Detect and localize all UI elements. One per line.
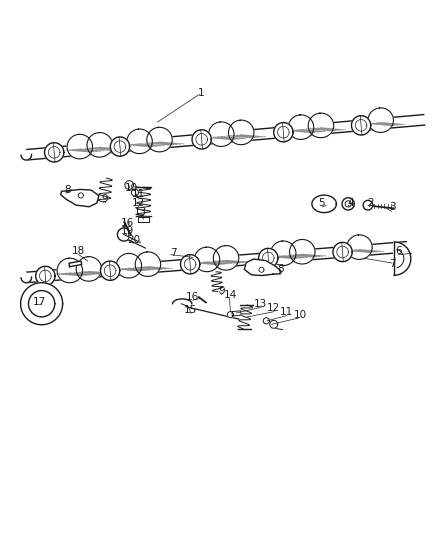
Polygon shape bbox=[270, 320, 278, 328]
Polygon shape bbox=[45, 143, 64, 162]
Polygon shape bbox=[244, 259, 281, 276]
Text: 20: 20 bbox=[127, 235, 140, 245]
Polygon shape bbox=[263, 318, 269, 324]
Polygon shape bbox=[351, 116, 371, 135]
Polygon shape bbox=[258, 248, 278, 268]
Polygon shape bbox=[227, 312, 233, 318]
Polygon shape bbox=[363, 200, 373, 210]
Polygon shape bbox=[308, 113, 334, 138]
Text: 10: 10 bbox=[125, 183, 138, 192]
Polygon shape bbox=[131, 189, 138, 196]
Text: 19: 19 bbox=[120, 227, 134, 237]
Text: 10: 10 bbox=[293, 310, 307, 320]
Text: 9: 9 bbox=[102, 193, 109, 204]
Text: 16: 16 bbox=[186, 292, 199, 302]
Polygon shape bbox=[135, 252, 161, 277]
Text: 13: 13 bbox=[254, 298, 267, 309]
Polygon shape bbox=[57, 258, 82, 282]
Text: 14: 14 bbox=[223, 290, 237, 300]
Polygon shape bbox=[127, 129, 152, 154]
Text: 18: 18 bbox=[72, 246, 85, 256]
Text: 2: 2 bbox=[367, 198, 374, 208]
Polygon shape bbox=[342, 198, 354, 210]
Text: 17: 17 bbox=[33, 296, 46, 306]
Polygon shape bbox=[125, 181, 134, 189]
Text: 7: 7 bbox=[170, 248, 177, 259]
Polygon shape bbox=[21, 282, 63, 325]
Polygon shape bbox=[274, 123, 293, 142]
Polygon shape bbox=[180, 255, 200, 274]
Polygon shape bbox=[116, 253, 141, 278]
Polygon shape bbox=[36, 266, 55, 286]
Polygon shape bbox=[290, 239, 315, 264]
Polygon shape bbox=[368, 108, 393, 132]
Polygon shape bbox=[110, 137, 130, 156]
Text: 8: 8 bbox=[277, 264, 284, 273]
Polygon shape bbox=[333, 243, 352, 262]
Polygon shape bbox=[347, 235, 372, 260]
Text: 7: 7 bbox=[389, 260, 396, 269]
Polygon shape bbox=[208, 122, 234, 147]
Polygon shape bbox=[229, 120, 254, 144]
Polygon shape bbox=[173, 299, 192, 304]
Polygon shape bbox=[28, 290, 55, 317]
Text: 12: 12 bbox=[267, 303, 280, 313]
Polygon shape bbox=[21, 272, 32, 282]
Polygon shape bbox=[194, 247, 220, 272]
Polygon shape bbox=[87, 133, 113, 157]
Text: 4: 4 bbox=[347, 198, 354, 208]
Polygon shape bbox=[138, 216, 149, 222]
Polygon shape bbox=[259, 267, 264, 272]
Text: 16: 16 bbox=[120, 217, 134, 228]
Polygon shape bbox=[76, 256, 102, 281]
Polygon shape bbox=[288, 115, 314, 140]
Text: 5: 5 bbox=[318, 198, 325, 208]
Polygon shape bbox=[69, 261, 81, 266]
Polygon shape bbox=[345, 201, 351, 207]
Text: 6: 6 bbox=[395, 246, 402, 256]
Text: 9: 9 bbox=[218, 286, 225, 296]
Polygon shape bbox=[312, 195, 336, 213]
Polygon shape bbox=[78, 193, 83, 198]
Polygon shape bbox=[60, 189, 99, 207]
Polygon shape bbox=[21, 150, 32, 160]
Text: 3: 3 bbox=[389, 203, 396, 212]
Text: 12: 12 bbox=[131, 198, 145, 208]
Polygon shape bbox=[100, 261, 120, 280]
Text: 15: 15 bbox=[184, 305, 197, 316]
Polygon shape bbox=[232, 311, 241, 316]
Text: 1: 1 bbox=[198, 87, 205, 98]
Text: 8: 8 bbox=[64, 185, 71, 195]
Polygon shape bbox=[192, 130, 211, 149]
Text: 11: 11 bbox=[131, 189, 145, 199]
Polygon shape bbox=[394, 242, 411, 275]
Text: 11: 11 bbox=[280, 308, 293, 318]
Polygon shape bbox=[271, 241, 296, 265]
Polygon shape bbox=[67, 134, 92, 159]
Polygon shape bbox=[147, 127, 172, 152]
Text: 13: 13 bbox=[134, 207, 147, 217]
Polygon shape bbox=[213, 246, 239, 270]
